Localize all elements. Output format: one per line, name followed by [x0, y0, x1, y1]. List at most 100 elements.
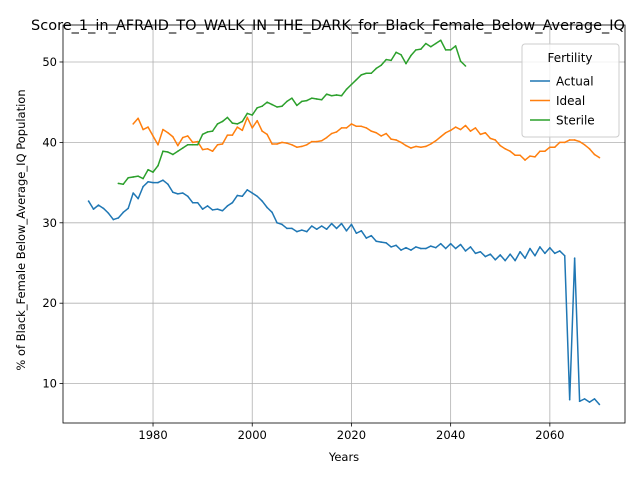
data-point-actual — [479, 250, 482, 253]
data-point-ideal — [395, 139, 397, 141]
data-point-ideal — [152, 135, 154, 137]
data-point-actual — [588, 401, 591, 403]
data-point-ideal — [236, 126, 239, 128]
data-point-ideal — [573, 139, 576, 141]
data-point-actual — [181, 192, 184, 194]
data-point-ideal — [380, 135, 383, 137]
data-point-sterile — [345, 88, 348, 91]
data-point-actual — [425, 247, 427, 250]
data-point-actual — [380, 241, 383, 243]
data-point-actual — [330, 222, 333, 225]
data-point-sterile — [390, 59, 392, 62]
data-point-ideal — [524, 159, 526, 161]
data-point-actual — [439, 242, 442, 245]
data-point-ideal — [216, 144, 219, 146]
data-point-actual — [107, 212, 110, 214]
data-point-ideal — [261, 130, 263, 132]
data-point-actual — [474, 252, 477, 255]
data-point-sterile — [186, 144, 189, 146]
data-point-actual — [206, 205, 209, 207]
data-point-sterile — [142, 177, 144, 180]
data-point-ideal — [281, 141, 283, 144]
data-point-ideal — [177, 144, 179, 147]
data-point-ideal — [350, 123, 353, 125]
data-point-ideal — [306, 144, 308, 146]
data-point-actual — [549, 246, 551, 249]
data-point-sterile — [355, 78, 358, 81]
data-point-ideal — [405, 144, 407, 147]
data-point-ideal — [167, 131, 169, 134]
data-point-sterile — [286, 100, 288, 103]
legend: Fertility Actual Ideal Sterile — [521, 43, 620, 138]
data-point-ideal — [549, 146, 551, 149]
data-point-actual — [142, 185, 144, 188]
data-point-ideal — [464, 124, 467, 127]
data-point-ideal — [211, 150, 214, 153]
data-point-actual — [444, 247, 447, 250]
data-point-sterile — [162, 150, 164, 153]
data-point-ideal — [504, 148, 507, 150]
data-point-actual — [301, 229, 303, 231]
data-point-actual — [524, 257, 526, 259]
data-point-actual — [519, 250, 521, 253]
data-point-actual — [469, 246, 472, 248]
data-point-ideal — [598, 156, 601, 159]
data-point-actual — [132, 192, 134, 194]
data-point-actual — [231, 201, 234, 204]
data-point-sterile — [340, 94, 343, 97]
data-point-sterile — [281, 105, 283, 108]
data-point-sterile — [315, 98, 318, 100]
data-point-actual — [350, 223, 353, 226]
y-tick-label: 10 — [42, 377, 57, 391]
data-point-ideal — [241, 129, 244, 132]
x-axis-ticks: 1980 2000 2020 2040 2060 — [138, 423, 564, 442]
data-point-ideal — [484, 131, 487, 134]
data-point-ideal — [201, 148, 204, 151]
data-point-actual — [271, 211, 273, 214]
data-point-sterile — [172, 153, 174, 156]
data-point-sterile — [365, 72, 368, 75]
y-axis-ticks: 10 20 30 40 50 — [42, 55, 63, 391]
data-point-actual — [137, 197, 139, 200]
y-axis-label: % of Black_Female Below_Average_IQ Popul… — [14, 89, 28, 370]
legend-frame — [521, 43, 620, 138]
data-point-sterile — [276, 106, 278, 108]
y-tick-label: 20 — [42, 296, 57, 310]
data-point-actual — [459, 243, 462, 246]
data-point-actual — [529, 247, 531, 250]
data-point-sterile — [439, 39, 442, 42]
data-point-ideal — [454, 126, 457, 128]
data-point-sterile — [320, 98, 323, 101]
data-point-actual — [385, 242, 387, 244]
data-point-ideal — [132, 123, 134, 125]
data-point-ideal — [459, 128, 462, 131]
x-tick-label: 2000 — [238, 428, 267, 442]
data-point-sterile — [400, 53, 402, 56]
data-point-actual — [494, 258, 497, 261]
data-point-ideal — [181, 136, 184, 139]
data-point-actual — [162, 179, 164, 181]
data-point-sterile — [335, 94, 338, 96]
data-point-sterile — [241, 120, 244, 123]
data-point-sterile — [201, 133, 204, 136]
data-point-sterile — [454, 45, 457, 47]
data-point-ideal — [231, 134, 234, 136]
data-point-actual — [186, 195, 189, 198]
data-point-ideal — [434, 139, 437, 142]
data-point-sterile — [459, 60, 462, 62]
data-point-ideal — [439, 135, 442, 138]
data-point-actual — [544, 252, 546, 255]
data-point-actual — [420, 247, 422, 250]
data-point-ideal — [554, 146, 556, 149]
chart-title: Score_1_in_AFRAID_TO_WALK_IN_THE_DARK_fo… — [31, 18, 625, 34]
data-point-sterile — [191, 144, 194, 146]
data-point-actual — [400, 249, 402, 251]
data-point-actual — [191, 201, 194, 204]
data-point-actual — [325, 228, 328, 231]
data-point-actual — [335, 227, 338, 230]
data-point-sterile — [350, 83, 353, 86]
data-point-sterile — [206, 131, 209, 133]
data-point-sterile — [196, 144, 199, 146]
data-point-sterile — [221, 120, 224, 123]
data-point-actual — [484, 255, 487, 258]
